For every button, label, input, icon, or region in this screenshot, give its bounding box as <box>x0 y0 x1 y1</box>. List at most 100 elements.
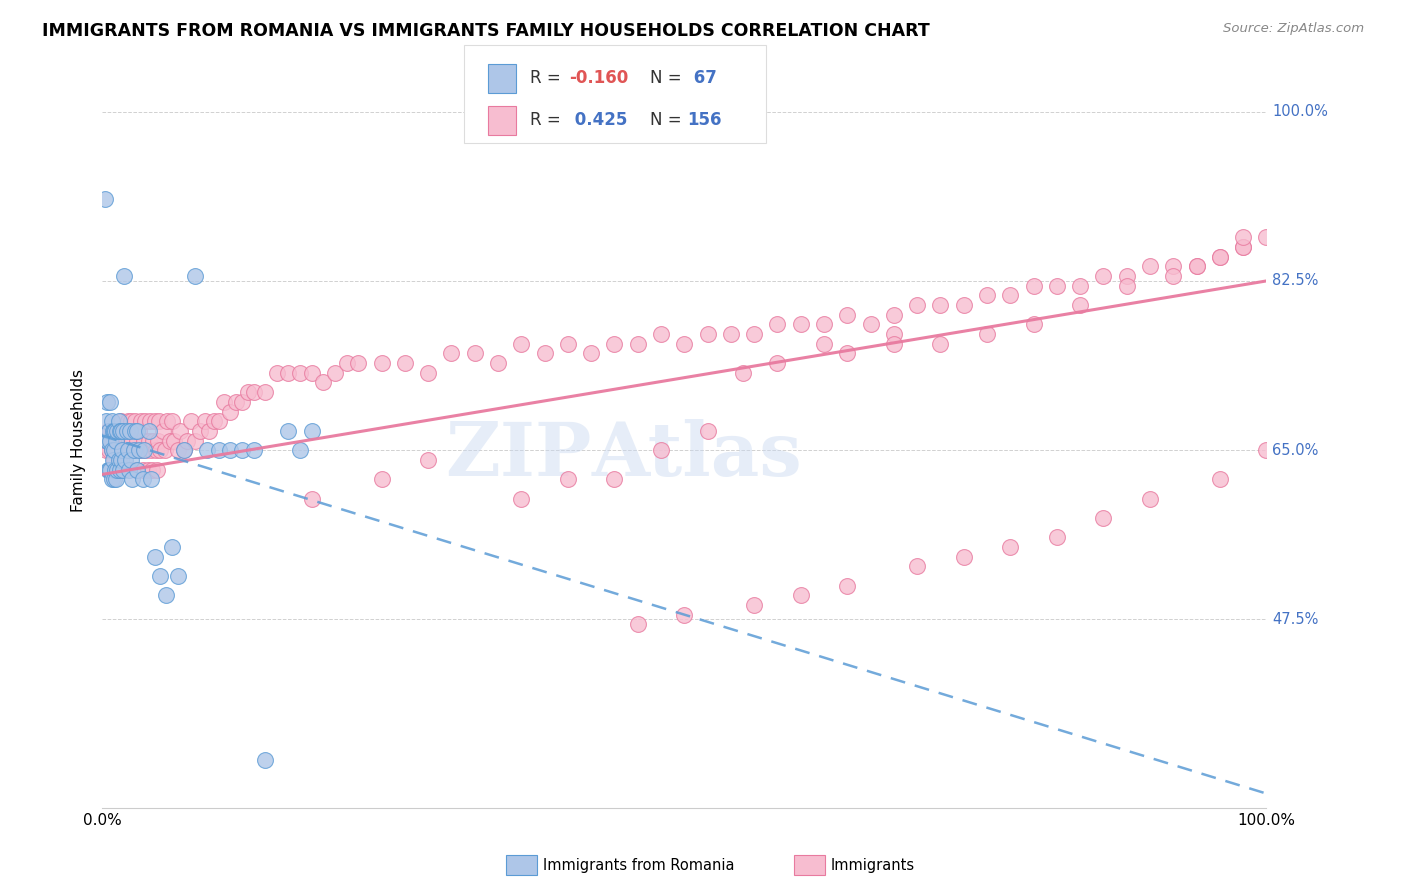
Point <box>98 443 121 458</box>
Point <box>176 434 198 448</box>
Text: -0.160: -0.160 <box>569 70 628 87</box>
Text: R =: R = <box>530 70 567 87</box>
Point <box>115 434 138 448</box>
Point <box>122 443 145 458</box>
Point <box>790 588 813 602</box>
Point <box>650 327 672 342</box>
Point <box>242 443 264 458</box>
Point <box>139 414 162 428</box>
Point <box>139 443 162 458</box>
Point <box>112 462 135 476</box>
Point <box>98 462 121 476</box>
Point <box>127 434 149 448</box>
Text: 47.5%: 47.5% <box>1272 612 1319 627</box>
Point <box>127 424 149 438</box>
Point <box>370 472 392 486</box>
Point <box>347 356 370 370</box>
Point <box>98 462 121 476</box>
Point <box>1256 230 1278 244</box>
Point <box>1139 260 1161 274</box>
Point <box>146 434 169 448</box>
Text: Immigrants from Romania: Immigrants from Romania <box>543 858 734 872</box>
Point <box>118 462 141 476</box>
Point <box>134 443 156 458</box>
Point <box>225 394 247 409</box>
Point <box>510 491 533 506</box>
Point <box>97 462 120 476</box>
Point <box>976 288 998 302</box>
Point <box>254 753 277 767</box>
Text: IMMIGRANTS FROM ROMANIA VS IMMIGRANTS FAMILY HOUSEHOLDS CORRELATION CHART: IMMIGRANTS FROM ROMANIA VS IMMIGRANTS FA… <box>42 22 929 40</box>
Point <box>104 462 127 476</box>
Point <box>1209 250 1232 264</box>
Point <box>127 462 149 476</box>
Point <box>112 424 135 438</box>
Point <box>128 424 150 438</box>
Point <box>94 443 117 458</box>
Point <box>96 434 118 448</box>
Point <box>1092 269 1115 284</box>
Point <box>929 336 952 351</box>
Point <box>108 462 131 476</box>
Point <box>418 366 440 380</box>
Point <box>97 434 120 448</box>
Point <box>486 356 509 370</box>
Point <box>731 366 754 380</box>
Point <box>184 269 207 284</box>
Point <box>105 472 128 486</box>
Point <box>169 424 191 438</box>
Point <box>837 346 859 360</box>
Point <box>101 424 124 438</box>
Point <box>120 453 142 467</box>
Point <box>231 443 253 458</box>
Point <box>94 414 117 428</box>
Point <box>370 356 392 370</box>
Y-axis label: Family Households: Family Households <box>72 369 86 512</box>
Point <box>101 453 124 467</box>
Point <box>148 414 170 428</box>
Point <box>301 491 323 506</box>
Text: 156: 156 <box>688 112 723 129</box>
Point <box>114 443 136 458</box>
Point <box>813 336 835 351</box>
Point <box>121 434 143 448</box>
Point <box>132 462 155 476</box>
Point <box>219 404 242 418</box>
Point <box>129 414 152 428</box>
Point <box>336 356 359 370</box>
Point <box>242 385 264 400</box>
Point <box>720 327 742 342</box>
Point <box>1161 269 1184 284</box>
Point <box>464 346 486 360</box>
Point <box>650 443 672 458</box>
Text: ZIP: ZIP <box>444 418 591 491</box>
Point <box>160 414 183 428</box>
Point <box>96 434 118 448</box>
Text: Immigrants: Immigrants <box>831 858 915 872</box>
Point <box>188 424 211 438</box>
Point <box>673 607 696 622</box>
Point <box>837 579 859 593</box>
Point <box>167 443 190 458</box>
Point <box>1185 260 1208 274</box>
Point <box>202 414 225 428</box>
Point <box>112 424 135 438</box>
Point <box>288 443 311 458</box>
Point <box>1000 288 1022 302</box>
Point <box>108 434 131 448</box>
Point <box>103 424 125 438</box>
Text: Source: ZipAtlas.com: Source: ZipAtlas.com <box>1223 22 1364 36</box>
Point <box>125 462 148 476</box>
Point <box>138 424 160 438</box>
Point <box>105 434 128 448</box>
Text: 65.0%: 65.0% <box>1272 442 1319 458</box>
Point <box>277 366 299 380</box>
Text: 67: 67 <box>688 70 717 87</box>
Point <box>167 569 190 583</box>
Point <box>134 414 156 428</box>
Point <box>120 414 142 428</box>
Point <box>111 443 134 458</box>
Point <box>104 424 127 438</box>
Point <box>143 549 166 564</box>
Point <box>117 414 139 428</box>
